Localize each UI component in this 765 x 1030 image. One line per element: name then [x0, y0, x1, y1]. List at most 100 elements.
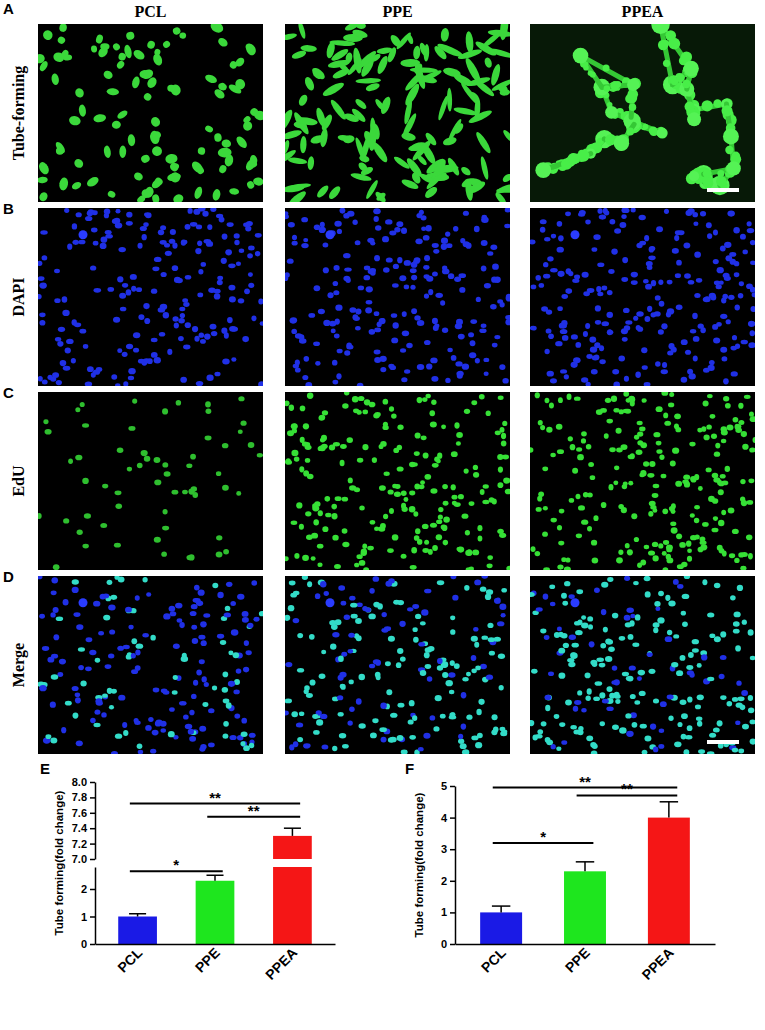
edu-nucleus — [675, 427, 681, 432]
nucleus — [38, 294, 42, 299]
nucleus — [445, 232, 450, 237]
edu-nucleus — [628, 481, 633, 486]
cell — [496, 82, 510, 95]
nucleus — [487, 251, 493, 256]
nucleus — [469, 352, 476, 358]
edu-nucleus — [750, 416, 755, 422]
nucleus — [291, 329, 297, 334]
nucleus — [693, 356, 698, 362]
nucleus — [729, 252, 736, 257]
nucleus — [354, 633, 359, 638]
edu-nucleus — [631, 513, 637, 519]
edu-nucleus — [609, 447, 616, 452]
nucleus — [175, 603, 182, 609]
edu-nucleus — [454, 422, 459, 428]
cell — [446, 156, 462, 177]
nucleus — [172, 265, 178, 271]
edu-nucleus — [701, 426, 706, 432]
nucleus — [382, 236, 389, 242]
nucleus — [684, 273, 691, 278]
nucleus — [420, 621, 426, 625]
edu-nucleus — [747, 500, 754, 505]
nucleus — [40, 230, 47, 234]
nucleus — [424, 255, 430, 261]
edu-nucleus — [557, 565, 563, 570]
edu-nucleus — [363, 567, 369, 570]
nucleus — [73, 713, 79, 719]
nucleus — [437, 580, 445, 585]
edu-nucleus — [441, 425, 446, 430]
nucleus — [76, 740, 83, 746]
edu-nucleus — [222, 485, 229, 491]
edu-nucleus — [686, 541, 691, 547]
edu-nucleus — [144, 456, 151, 462]
nucleus — [56, 380, 62, 385]
nucleus — [297, 737, 303, 742]
tube-cell — [721, 105, 732, 116]
edu-nucleus — [500, 427, 505, 433]
edu-nucleus — [285, 400, 290, 406]
nucleus — [492, 264, 499, 270]
cell — [116, 109, 129, 121]
cell — [150, 177, 164, 190]
nucleus — [550, 378, 557, 383]
edu-nucleus — [574, 396, 581, 400]
nucleus — [308, 313, 315, 318]
edu-nucleus — [421, 435, 427, 440]
nucleus — [314, 285, 321, 291]
nucleus — [243, 667, 249, 673]
nucleus — [224, 612, 231, 617]
nucleus — [196, 669, 202, 675]
nucleus — [79, 329, 86, 334]
tube-cell — [609, 136, 614, 141]
cell — [244, 42, 256, 54]
nucleus — [108, 605, 115, 611]
nucleus — [365, 307, 372, 313]
nucleus — [104, 213, 109, 219]
cell — [345, 52, 354, 64]
edu-nucleus — [465, 550, 472, 556]
edu-nucleus — [671, 509, 676, 514]
cell — [483, 57, 493, 69]
cell — [214, 133, 222, 142]
cell — [379, 95, 392, 115]
edu-nucleus — [662, 551, 667, 556]
nucleus — [135, 595, 140, 600]
tube-cell — [603, 65, 610, 72]
edu-nucleus — [430, 523, 437, 528]
cell — [310, 66, 327, 81]
nucleus — [530, 326, 537, 331]
nucleus — [631, 272, 638, 278]
nucleus — [89, 650, 96, 655]
edu-nucleus — [618, 549, 623, 555]
edu-nucleus — [601, 502, 607, 508]
nucleus — [133, 332, 140, 338]
nucleus — [53, 634, 59, 640]
nucleus — [587, 288, 595, 293]
nucleus — [717, 267, 724, 273]
nucleus — [571, 230, 580, 239]
edu-nucleus — [586, 444, 592, 449]
nucleus — [460, 743, 467, 749]
cell — [360, 165, 375, 176]
nucleus — [169, 606, 176, 612]
nucleus — [159, 332, 165, 337]
nucleus — [442, 672, 448, 678]
nucleus — [128, 625, 133, 630]
nucleus — [51, 591, 57, 596]
nucleus — [366, 300, 373, 305]
edu-nucleus — [591, 540, 597, 546]
edu-nucleus — [636, 449, 643, 455]
nucleus — [415, 238, 422, 244]
nucleus — [251, 580, 257, 585]
nucleus — [470, 340, 476, 346]
cell — [204, 73, 218, 85]
edu-nucleus — [374, 527, 379, 531]
nucleus — [624, 376, 629, 382]
nucleus — [441, 238, 448, 244]
nucleus — [165, 251, 172, 256]
panel-letter: C — [3, 384, 14, 401]
nucleus — [740, 234, 746, 240]
nucleus — [506, 295, 510, 301]
nucleus — [355, 309, 361, 315]
